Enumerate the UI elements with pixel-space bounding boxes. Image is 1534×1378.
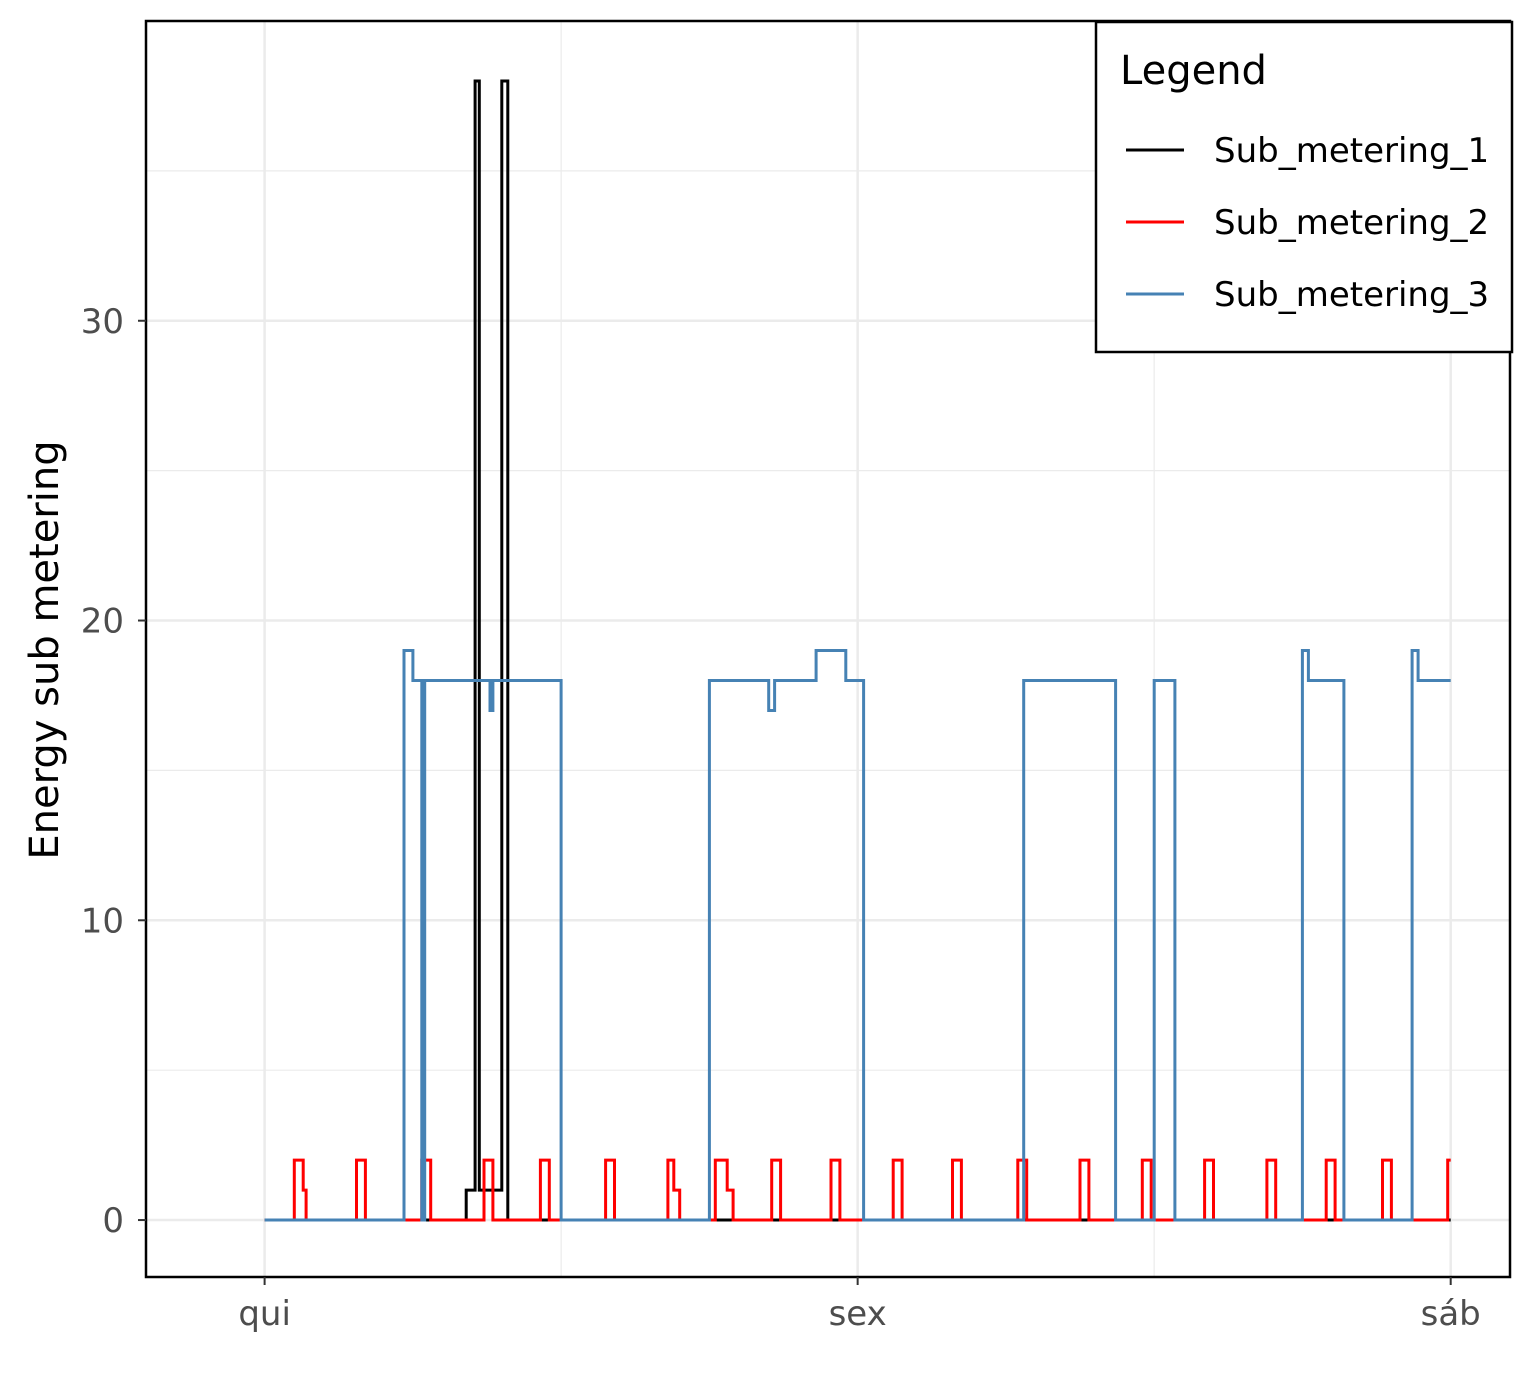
x-tick-label: sex: [829, 1294, 887, 1334]
legend-title: Legend: [1120, 48, 1267, 94]
x-tick-label: sáb: [1421, 1294, 1481, 1334]
y-axis-title: Energy sub metering: [22, 440, 68, 859]
legend: Legend Sub_metering_1Sub_metering_2Sub_m…: [1094, 20, 1514, 354]
legend-label-1: Sub_metering_1: [1214, 131, 1489, 171]
legend-items: Sub_metering_1 Sub_metering_2 Sub_metering…: [1126, 131, 1489, 315]
series-line-3: [264, 649, 1451, 1222]
plot-panel-border: [144, 19, 1512, 1279]
y-tick-label: 10: [81, 901, 124, 941]
legend-box: [1094, 20, 1514, 354]
y-tick-label: 0: [102, 1201, 124, 1241]
series-lines: [264, 79, 1451, 1222]
axis-ticks: 0 10 20 30 qui sex sáb: [81, 302, 1481, 1334]
legend-label-2: Sub_metering_2: [1214, 203, 1489, 243]
y-tick-label: 30: [81, 302, 124, 342]
x-tick-label: qui: [238, 1294, 291, 1334]
legend-label-3: Sub_metering_3: [1214, 275, 1489, 315]
y-tick-label: 20: [81, 602, 124, 642]
series-line-1: [264, 79, 1451, 1222]
